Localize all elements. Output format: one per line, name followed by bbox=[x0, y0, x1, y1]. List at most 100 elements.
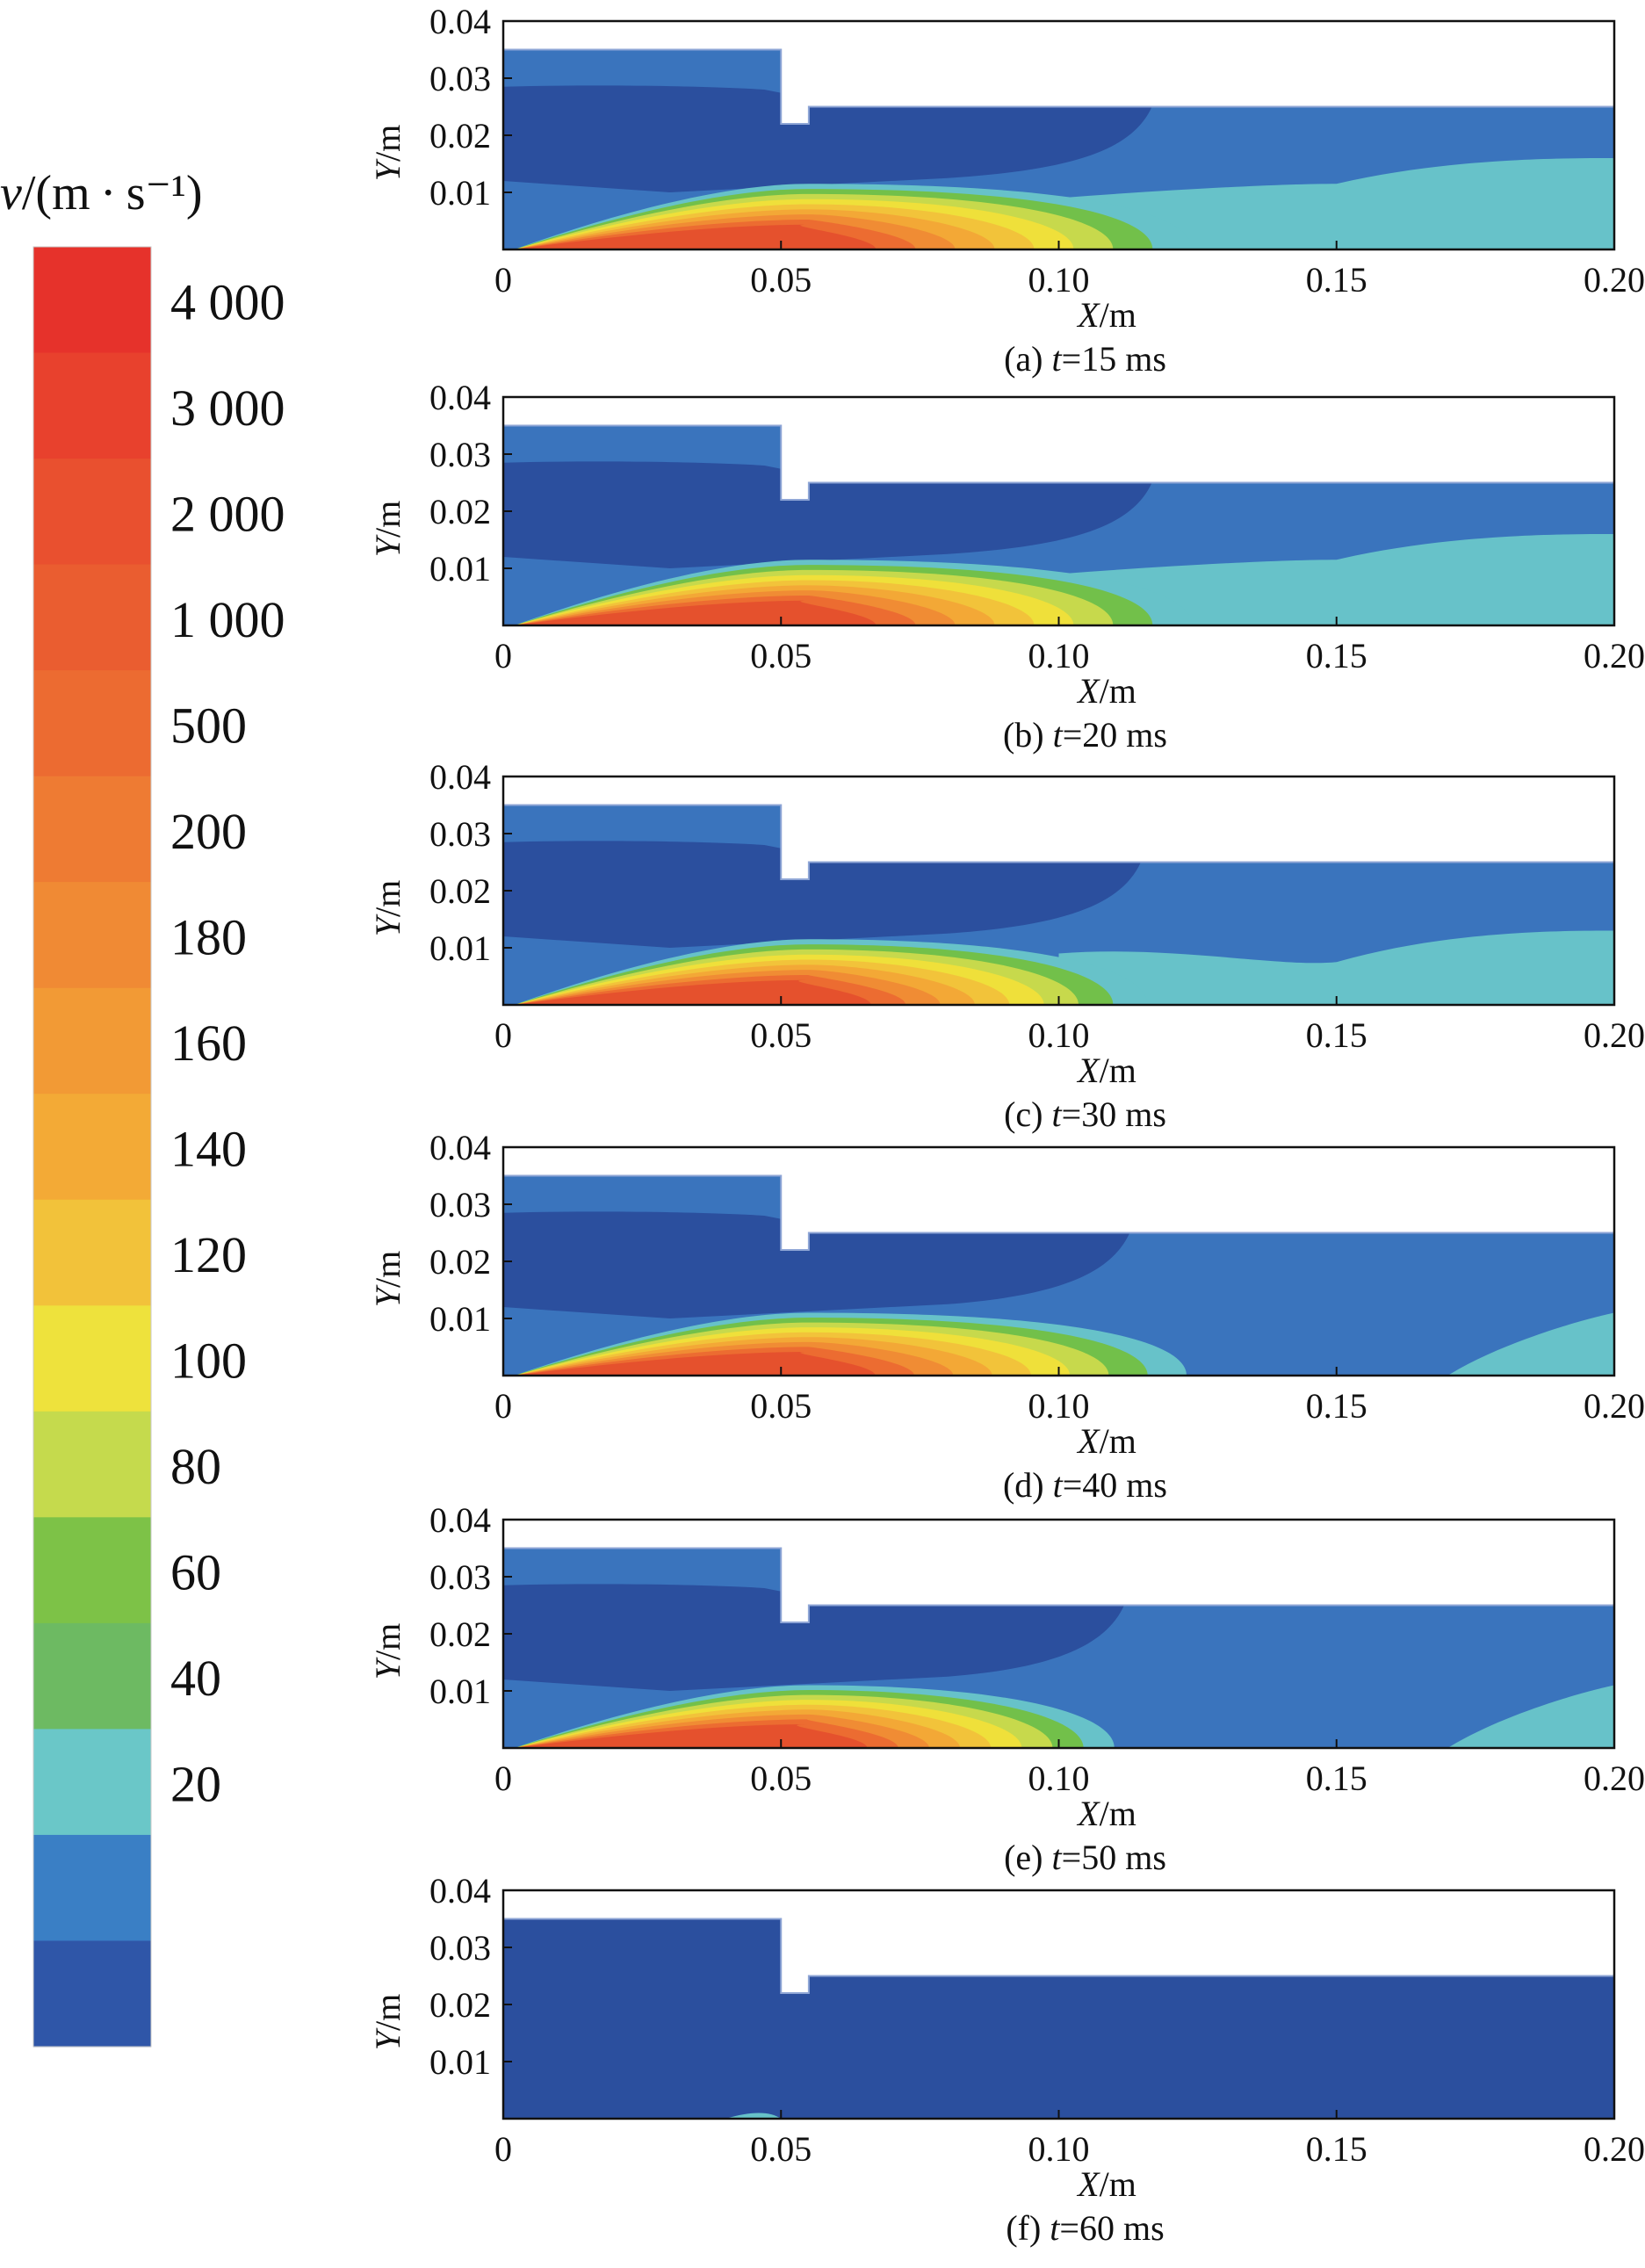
y-tick-label: 0.02 bbox=[429, 116, 491, 155]
x-tick-label: 0.15 bbox=[1306, 636, 1367, 675]
y-tick-label: 0.03 bbox=[429, 59, 491, 98]
panel-caption: (a) t=15 ms bbox=[1004, 339, 1166, 379]
jet-contour-layer bbox=[514, 600, 877, 625]
y-axis-label: Y/m bbox=[368, 1623, 408, 1679]
colorbar-band bbox=[33, 352, 151, 459]
velocity-field bbox=[503, 425, 1614, 625]
y-axis-label: Y/m bbox=[368, 125, 408, 181]
x-tick-label: 0.20 bbox=[1584, 1759, 1645, 1798]
x-tick-label: 0.10 bbox=[1028, 260, 1090, 300]
x-tick-label: 0.20 bbox=[1584, 1386, 1645, 1426]
y-tick-label: 0.02 bbox=[429, 1242, 491, 1282]
colorbar-band bbox=[33, 564, 151, 671]
deep-blue-region bbox=[503, 85, 1154, 192]
y-tick-label: 0.01 bbox=[429, 1299, 491, 1339]
y-axis-label: Y/m bbox=[368, 880, 408, 936]
colorbar-band bbox=[33, 1305, 151, 1412]
y-axis-label: Y/m bbox=[368, 1251, 408, 1307]
y-tick-label: 0.01 bbox=[429, 928, 491, 968]
jet-contour-layer bbox=[514, 1723, 868, 1748]
deep-blue-region bbox=[503, 841, 1143, 948]
x-tick-label: 0 bbox=[494, 1386, 512, 1426]
colorbar-tick-label: 160 bbox=[170, 1015, 247, 1072]
colorbar-tick-label: 100 bbox=[170, 1333, 247, 1390]
x-tick-label: 0.05 bbox=[750, 1015, 812, 1055]
colorbar-tick-label: 80 bbox=[170, 1438, 221, 1495]
velocity-field bbox=[503, 1175, 1614, 1376]
colorbar-tick-label: 20 bbox=[170, 1756, 221, 1813]
colorbar-frame bbox=[32, 246, 152, 2048]
panel-caption: (c) t=30 ms bbox=[1004, 1094, 1166, 1134]
y-tick-label: 0.03 bbox=[429, 1557, 491, 1597]
y-tick-label: 0.04 bbox=[429, 1500, 491, 1540]
y-tick-label: 0.02 bbox=[429, 1985, 491, 2025]
y-tick-label: 0.04 bbox=[429, 757, 491, 797]
deep-blue-region bbox=[503, 1584, 1126, 1691]
colorbar-band bbox=[33, 1834, 151, 1942]
colorbar-band bbox=[33, 1622, 151, 1730]
colorbar: 4 000 3 000 2 000 1 000 500 200 180 160 140 120 10… bbox=[0, 166, 285, 2048]
y-tick-label: 0.04 bbox=[429, 2, 491, 41]
colorbar-band bbox=[33, 1940, 151, 2048]
jet-contour-layer bbox=[514, 979, 871, 1005]
colorbar-band bbox=[33, 459, 151, 566]
x-axis-label: X/m bbox=[1076, 1794, 1136, 1833]
colorbar-tick-label: 120 bbox=[170, 1226, 247, 1283]
x-axis-label: X/m bbox=[1076, 1421, 1136, 1461]
colorbar-tick-label: 4 000 bbox=[170, 273, 285, 330]
x-tick-label: 0.20 bbox=[1584, 260, 1645, 300]
reflected-wave-region bbox=[1447, 1312, 1614, 1376]
colorbar-tick-label: 3 000 bbox=[170, 379, 285, 437]
colorbar-tick-label: 60 bbox=[170, 1544, 221, 1601]
x-tick-label: 0 bbox=[494, 1015, 512, 1055]
y-tick-label: 0.02 bbox=[429, 492, 491, 531]
colorbar-band bbox=[33, 247, 151, 354]
residual-flow-region bbox=[725, 2113, 782, 2119]
field-background bbox=[503, 1918, 1614, 2119]
y-tick-label: 0.03 bbox=[429, 1928, 491, 1968]
x-tick-label: 0.15 bbox=[1306, 1386, 1367, 1426]
light-blue-region bbox=[1058, 534, 1614, 625]
x-tick-label: 0.20 bbox=[1584, 1015, 1645, 1055]
x-tick-label: 0.05 bbox=[750, 260, 812, 300]
velocity-field bbox=[503, 1548, 1614, 1748]
x-tick-label: 0.10 bbox=[1028, 2129, 1090, 2169]
x-tick-label: 0.10 bbox=[1028, 1015, 1090, 1055]
velocity-field bbox=[503, 1918, 1614, 2119]
y-axis-label: Y/m bbox=[368, 501, 408, 557]
y-tick-label: 0.03 bbox=[429, 435, 491, 474]
x-tick-label: 0.15 bbox=[1306, 2129, 1367, 2169]
contour-panels: 0 0.05 0.10 0.15 0.20 0.01 0.02 0.03 0.04 X/m Y/m (… bbox=[368, 2, 1645, 2248]
panel-caption: (b) t=20 ms bbox=[1003, 715, 1167, 755]
deep-blue-region bbox=[503, 1211, 1131, 1318]
x-axis-label: X/m bbox=[1076, 1051, 1136, 1090]
colorbar-band bbox=[33, 1729, 151, 1836]
x-tick-label: 0.10 bbox=[1028, 636, 1090, 675]
y-tick-label: 0.04 bbox=[429, 1128, 491, 1167]
colorbar-band bbox=[33, 776, 151, 883]
contour-panel: 0 0.05 0.10 0.15 0.20 0.01 0.02 0.03 0.04 X/m Y/m (… bbox=[368, 1871, 1645, 2248]
y-tick-label: 0.02 bbox=[429, 871, 491, 911]
x-axis-label: X/m bbox=[1076, 2164, 1136, 2204]
colorbar-band bbox=[33, 1517, 151, 1624]
y-tick-label: 0.01 bbox=[429, 1672, 491, 1711]
light-blue-region bbox=[1058, 158, 1614, 249]
colorbar-tick-label: 200 bbox=[170, 803, 247, 860]
x-tick-label: 0.05 bbox=[750, 1759, 812, 1798]
x-tick-label: 0.15 bbox=[1306, 1015, 1367, 1055]
x-tick-label: 0.05 bbox=[750, 1386, 812, 1426]
colorbar-band bbox=[33, 670, 151, 777]
colorbar-tick-label: 180 bbox=[170, 908, 247, 965]
x-tick-label: 0 bbox=[494, 636, 512, 675]
y-tick-label: 0.01 bbox=[429, 173, 491, 213]
contour-panel: 0 0.05 0.10 0.15 0.20 0.01 0.02 0.03 0.04 X/m Y/m (… bbox=[368, 1128, 1645, 1505]
x-tick-label: 0.15 bbox=[1306, 260, 1367, 300]
x-tick-label: 0 bbox=[494, 2129, 512, 2169]
y-tick-label: 0.01 bbox=[429, 549, 491, 589]
colorbar-tick-label: 2 000 bbox=[170, 485, 285, 542]
contour-panel: 0 0.05 0.10 0.15 0.20 0.01 0.02 0.03 0.04 X/m Y/m (… bbox=[368, 2, 1645, 379]
panel-caption: (d) t=40 ms bbox=[1003, 1465, 1167, 1505]
colorbar-band bbox=[33, 987, 151, 1094]
velocity-field bbox=[503, 49, 1614, 249]
